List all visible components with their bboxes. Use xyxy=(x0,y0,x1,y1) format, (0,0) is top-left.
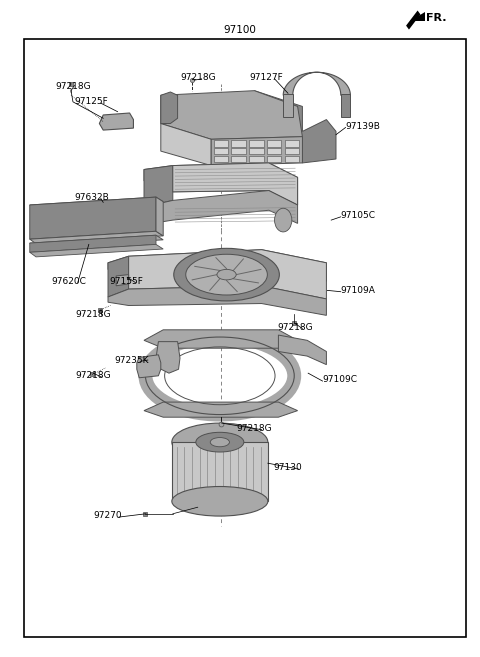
Polygon shape xyxy=(137,355,161,378)
Polygon shape xyxy=(231,148,246,154)
Ellipse shape xyxy=(174,248,279,301)
Text: 97130: 97130 xyxy=(274,463,302,472)
Polygon shape xyxy=(30,231,163,244)
Polygon shape xyxy=(172,442,268,501)
Polygon shape xyxy=(249,140,264,147)
Polygon shape xyxy=(161,92,178,124)
Polygon shape xyxy=(161,124,211,166)
Polygon shape xyxy=(144,191,298,225)
Polygon shape xyxy=(267,148,281,154)
Ellipse shape xyxy=(186,254,267,295)
Polygon shape xyxy=(108,286,326,315)
Polygon shape xyxy=(156,342,180,373)
Polygon shape xyxy=(249,156,264,162)
Polygon shape xyxy=(254,91,336,163)
Polygon shape xyxy=(278,335,326,365)
Circle shape xyxy=(275,208,292,232)
Text: 97100: 97100 xyxy=(224,24,256,35)
Polygon shape xyxy=(231,140,246,147)
Text: 97620C: 97620C xyxy=(52,277,87,286)
Text: 97139B: 97139B xyxy=(346,122,381,131)
Text: 97218G: 97218G xyxy=(55,82,91,91)
Polygon shape xyxy=(214,156,228,162)
Polygon shape xyxy=(30,244,163,257)
Text: 97270: 97270 xyxy=(94,511,122,520)
Text: FR.: FR. xyxy=(426,13,447,23)
Text: 97218G: 97218G xyxy=(76,309,111,319)
Polygon shape xyxy=(108,256,129,297)
Polygon shape xyxy=(285,148,299,154)
Text: 97218G: 97218G xyxy=(76,371,111,380)
Text: 97127F: 97127F xyxy=(250,73,283,82)
Polygon shape xyxy=(161,91,302,139)
Polygon shape xyxy=(116,275,129,286)
Ellipse shape xyxy=(217,269,236,280)
Polygon shape xyxy=(214,148,228,154)
Polygon shape xyxy=(108,250,326,281)
Text: 97235K: 97235K xyxy=(114,355,149,365)
Polygon shape xyxy=(283,72,350,95)
Ellipse shape xyxy=(172,486,268,516)
Ellipse shape xyxy=(196,432,244,452)
Polygon shape xyxy=(30,235,163,248)
Text: 97105C: 97105C xyxy=(341,211,376,220)
Text: 97218G: 97218G xyxy=(180,73,216,82)
Text: 97155F: 97155F xyxy=(109,277,144,286)
Polygon shape xyxy=(30,197,156,239)
Ellipse shape xyxy=(172,423,268,461)
Polygon shape xyxy=(156,197,163,236)
Polygon shape xyxy=(144,166,173,207)
Polygon shape xyxy=(267,156,281,162)
Polygon shape xyxy=(285,156,299,162)
Text: 97125F: 97125F xyxy=(74,97,108,106)
Polygon shape xyxy=(249,148,264,154)
Polygon shape xyxy=(144,402,298,417)
Polygon shape xyxy=(129,250,326,299)
Polygon shape xyxy=(30,235,156,252)
Text: 97109A: 97109A xyxy=(341,286,376,295)
Polygon shape xyxy=(30,197,163,210)
Polygon shape xyxy=(410,12,425,21)
Bar xyxy=(341,94,350,117)
Polygon shape xyxy=(231,156,246,162)
Polygon shape xyxy=(214,140,228,147)
Ellipse shape xyxy=(210,438,229,447)
Polygon shape xyxy=(144,163,298,205)
Polygon shape xyxy=(406,11,420,30)
Text: 97218G: 97218G xyxy=(277,323,313,332)
Polygon shape xyxy=(99,113,133,130)
Text: 97218G: 97218G xyxy=(236,424,272,433)
Polygon shape xyxy=(285,140,299,147)
Bar xyxy=(283,94,293,117)
Polygon shape xyxy=(267,140,281,147)
Text: 97632B: 97632B xyxy=(74,193,109,202)
Polygon shape xyxy=(144,330,298,348)
Polygon shape xyxy=(173,163,298,205)
Text: 97109C: 97109C xyxy=(323,375,358,384)
Polygon shape xyxy=(211,137,302,166)
